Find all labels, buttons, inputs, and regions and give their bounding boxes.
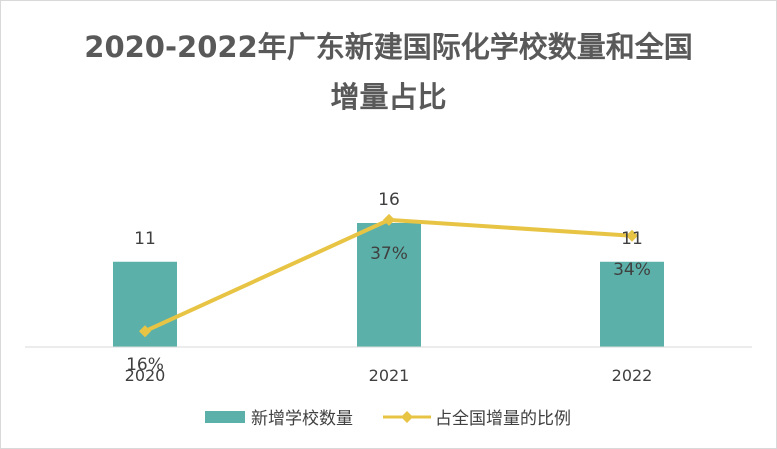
bar-value-label: 11 (621, 229, 643, 249)
ratio-marker-2022 (626, 229, 638, 242)
legend: 新增学校数量 占全国增量的比例 (0, 400, 777, 430)
chart-title-line2: 增量占比 (330, 80, 447, 114)
chart-title: 2020-2022年广东新建国际化学校数量和全国 增量占比 (0, 22, 777, 122)
ratio-value-label: 37% (370, 244, 408, 264)
legend-item-line: 占全国增量的比例 (381, 404, 571, 429)
ratio-value-label: 16% (126, 355, 164, 375)
x-tick-label: 2020 (125, 366, 166, 385)
x-tick-label: 2021 (369, 366, 410, 385)
ratio-value-label: 34% (613, 260, 651, 280)
bar-value-label: 16 (378, 190, 400, 210)
legend-label-bar: 新增学校数量 (251, 409, 353, 429)
ratio-marker-2021 (383, 213, 395, 226)
chart-title-line1: 2020-2022年广东新建国际化学校数量和全国 (84, 30, 693, 64)
legend-label-line: 占全国增量的比例 (435, 409, 571, 429)
legend-item-bar: 新增学校数量 (205, 404, 353, 429)
x-tick-label: 2022 (612, 366, 653, 385)
legend-swatch-bar (205, 410, 245, 423)
bar-value-label: 11 (134, 229, 156, 249)
bar-2022 (600, 261, 664, 347)
ratio-marker-2020 (139, 325, 151, 338)
legend-swatch-line (383, 410, 431, 423)
bar-2021 (357, 223, 421, 347)
